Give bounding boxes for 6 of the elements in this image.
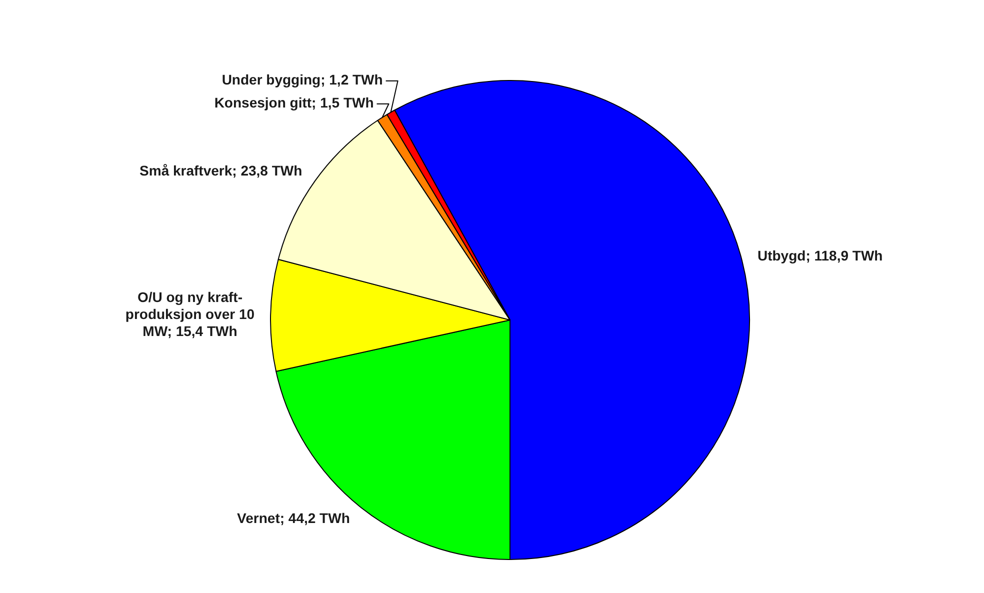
slice-label: O/U og ny kraft-produksjon over 10 MW; 15,4 TWh bbox=[125, 288, 255, 339]
slice-label: Under bygging; 1,2 TWh bbox=[222, 72, 383, 88]
slice-label: Utbygd; 118,9 TWh bbox=[757, 247, 883, 264]
slice-label: Vernet; 44,2 TWh bbox=[237, 510, 350, 526]
slice-label: Små kraftverk; 23,8 TWh bbox=[140, 162, 302, 178]
slice-label: Konsesjon gitt; 1,5 TWh bbox=[214, 94, 374, 111]
